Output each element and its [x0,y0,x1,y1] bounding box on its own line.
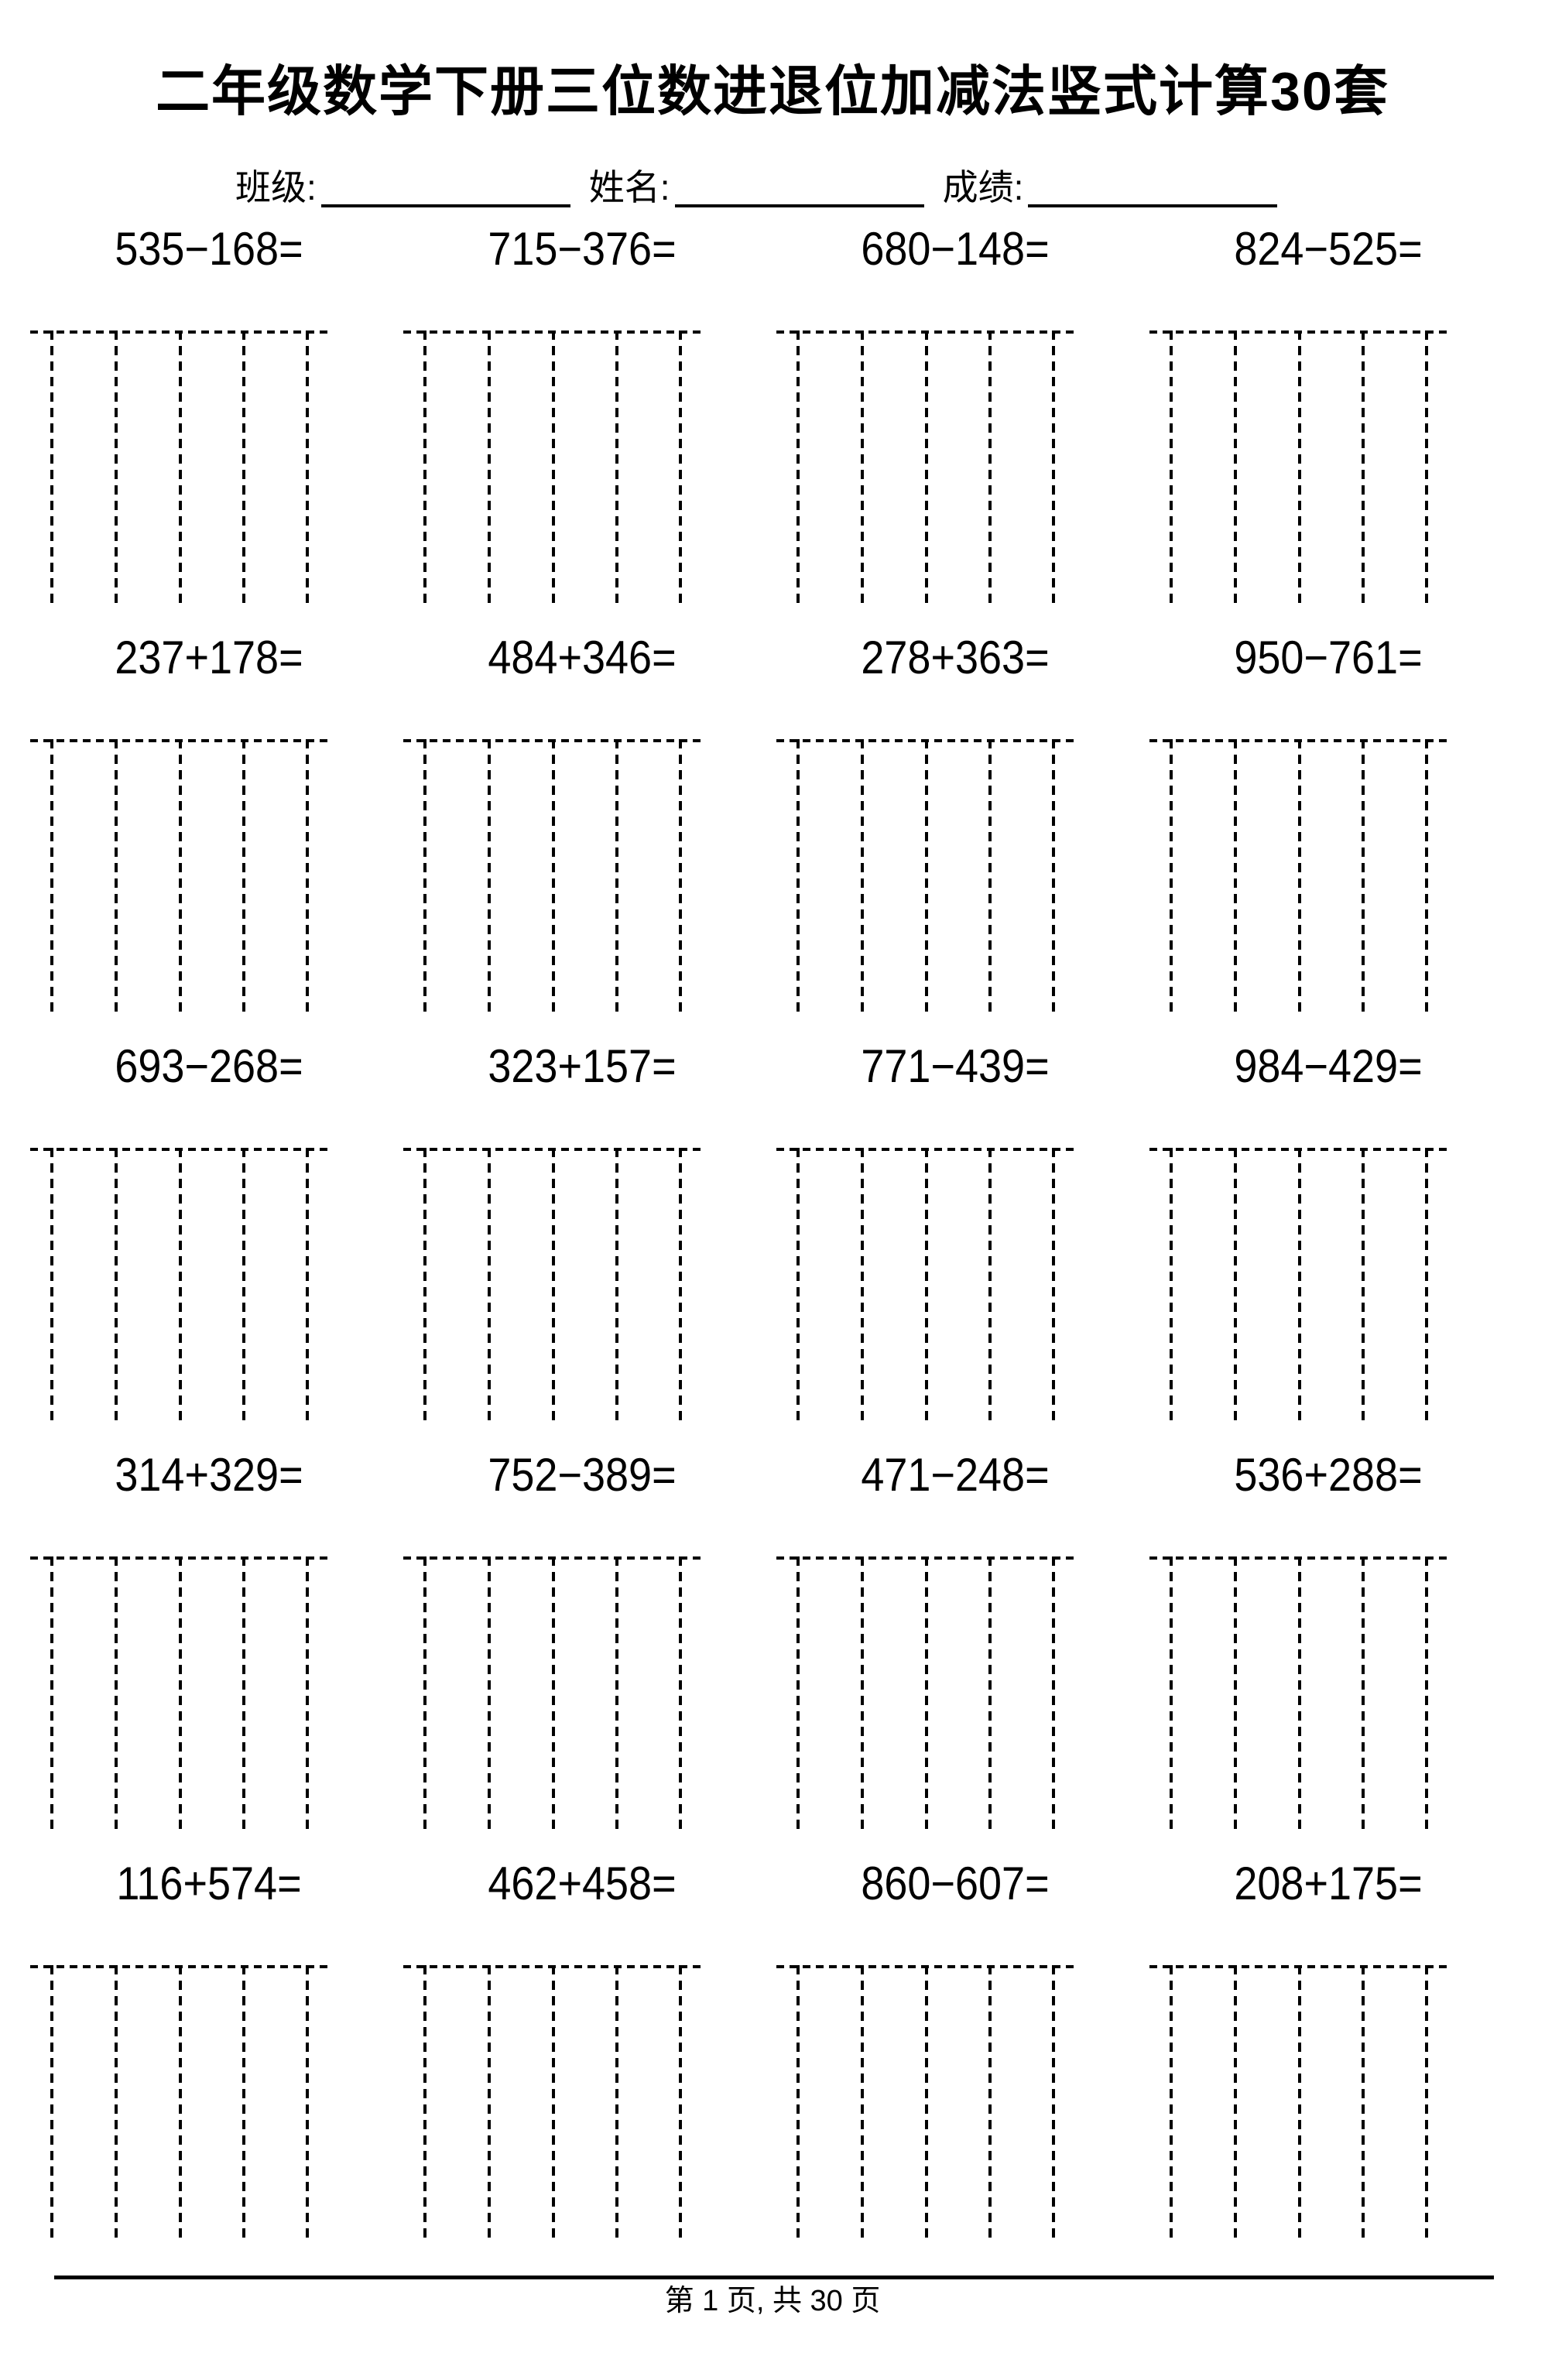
calc-grid [30,739,331,1012]
problem-cell: 771−439= [769,1043,1142,1430]
problem-row: 314+329= 752−389= 471−248= 536+288= [22,1452,1515,1839]
problem-equation: 752−389= [488,1449,677,1501]
class-label: 班级: [235,167,317,207]
problem-equation: 208+175= [1234,1858,1423,1909]
problem-equation: 715−376= [488,223,677,275]
calc-grid [776,1148,1077,1420]
calc-grid [30,1556,331,1829]
problem-equation: 116+574= [116,1858,302,1909]
problem-equation: 536+288= [1234,1449,1423,1501]
problem-cell: 824−525= [1142,226,1515,613]
calc-grid [403,1965,704,2238]
problem-cell: 693−268= [22,1043,396,1430]
problem-cell: 950−761= [1142,635,1515,1022]
problem-equation: 237+178= [115,632,303,683]
problem-cell: 535−168= [22,226,396,613]
page-title: 二年级数学下册三位数进退位加减法竖式计算30套 [156,61,1389,122]
problem-equation: 278+363= [861,632,1050,683]
footer-divider [54,2276,1494,2279]
problem-cell: 715−376= [396,226,769,613]
problem-equation: 680−148= [861,223,1050,275]
problem-cell: 536+288= [1142,1452,1515,1839]
problem-cell: 984−429= [1142,1043,1515,1430]
class-blank-field [320,173,570,207]
problem-cell: 860−607= [769,1861,1142,2248]
problem-cell: 278+363= [769,635,1142,1022]
problem-equation: 771−439= [861,1040,1050,1092]
problem-equation: 535−168= [115,223,303,275]
calc-grid [1149,1148,1451,1420]
problem-equation: 314+329= [115,1449,303,1501]
calc-grid [1149,1965,1451,2238]
calc-grid [403,1556,704,1829]
calc-grid [776,330,1077,603]
score-label: 成绩: [942,167,1024,207]
problem-cell: 116+574= [22,1861,396,2248]
calc-grid [1149,330,1451,603]
calc-grid [30,1148,331,1420]
problem-equation: 693−268= [115,1040,303,1092]
calc-grid [776,739,1077,1012]
calc-grid [776,1556,1077,1829]
calc-grid [1149,739,1451,1012]
score-blank-field [1028,173,1278,207]
problem-equation: 824−525= [1234,223,1423,275]
calc-grid [30,1965,331,2238]
problem-cell: 237+178= [22,635,396,1022]
problem-equation: 984−429= [1234,1040,1423,1092]
problem-row: 693−268= 323+157= 771−439= 984−429= [22,1043,1515,1430]
student-info-header: 班级: 姓名: 成绩: [235,167,1278,207]
calc-grid [403,739,704,1012]
problem-equation: 484+346= [488,632,677,683]
name-blank-field [674,173,924,207]
problem-row: 237+178= 484+346= 278+363= 950−761= [22,635,1515,1022]
problem-cell: 323+157= [396,1043,769,1430]
problem-cell: 471−248= [769,1452,1142,1839]
calc-grid [403,1148,704,1420]
problem-equation: 471−248= [861,1449,1050,1501]
problem-row: 535−168= 715−376= 680−148= 824−525= [22,226,1515,613]
problem-cell: 680−148= [769,226,1142,613]
problem-row: 116+574= 462+458= 860−607= 208+175= [22,1861,1515,2248]
calc-grid [1149,1556,1451,1829]
calc-grid [403,330,704,603]
name-label: 姓名: [588,167,670,207]
footer-page-indicator: 第 1 页, 共 30 页 [664,2285,881,2317]
calc-grid [30,330,331,603]
problem-equation: 860−607= [861,1858,1050,1909]
problem-cell: 208+175= [1142,1861,1515,2248]
problem-cell: 314+329= [22,1452,396,1839]
problem-equation: 950−761= [1234,632,1423,683]
problem-cell: 752−389= [396,1452,769,1839]
calc-grid [776,1965,1077,2238]
problem-cell: 462+458= [396,1861,769,2248]
problem-equation: 323+157= [488,1040,677,1092]
problem-equation: 462+458= [488,1858,677,1909]
problem-cell: 484+346= [396,635,769,1022]
